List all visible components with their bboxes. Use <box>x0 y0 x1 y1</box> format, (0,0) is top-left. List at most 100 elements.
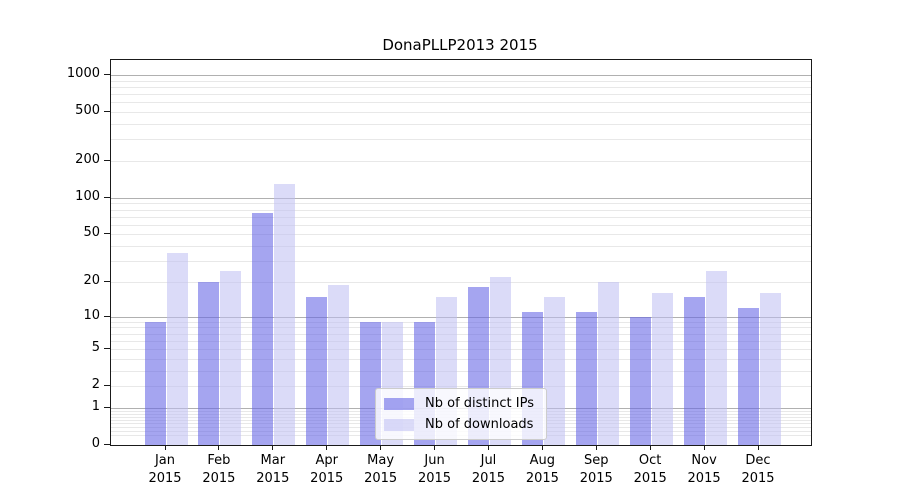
bar-downloads <box>274 183 296 445</box>
y-gridline-minor <box>111 209 811 211</box>
bar-distinct-ips <box>575 311 597 445</box>
x-tick-month: Nov <box>691 453 717 468</box>
y-gridline-major <box>111 316 811 318</box>
x-tick-mark <box>595 445 597 450</box>
bar-distinct-ips <box>198 281 220 445</box>
x-tick-mark <box>703 445 705 450</box>
bar-distinct-ips <box>252 213 274 445</box>
y-tick-label: 200 <box>75 151 100 167</box>
y-tick-mark <box>104 444 110 445</box>
y-tick-mark <box>104 233 110 235</box>
x-tick-label: Nov 2015 <box>672 452 736 488</box>
y-gridline-minor <box>111 86 811 88</box>
y-gridline-minor <box>111 333 811 335</box>
x-tick-year: 2015 <box>687 471 721 486</box>
y-tick-mark <box>104 159 110 161</box>
y-gridline-minor <box>111 224 811 226</box>
x-tick-label: Mar 2015 <box>241 452 305 488</box>
x-tick-label: Jun 2015 <box>403 452 467 488</box>
x-tick-month: Aug <box>529 453 556 468</box>
x-tick-month: Dec <box>745 453 771 468</box>
y-tick-label: 1 <box>91 398 100 414</box>
y-tick-mark <box>104 315 110 317</box>
x-tick-mark <box>326 445 328 450</box>
y-tick-label: 0 <box>91 436 100 451</box>
y-gridline-minor <box>111 80 811 82</box>
plot-area: Nb of distinct IPs Nb of downloads <box>110 59 812 446</box>
y-tick-mark <box>104 406 110 408</box>
y-tick-label: 50 <box>83 225 100 241</box>
y-gridline-minor <box>111 321 811 323</box>
x-tick-mark <box>164 445 166 450</box>
y-gridline-minor <box>111 160 811 162</box>
bar-distinct-ips <box>629 316 651 445</box>
bar-downloads <box>759 293 781 445</box>
legend-label: Nb of downloads <box>425 417 534 432</box>
x-tick-year: 2015 <box>471 471 505 486</box>
y-gridline-minor <box>111 281 811 283</box>
x-tick-year: 2015 <box>148 471 182 486</box>
y-gridline-minor <box>111 234 811 236</box>
x-tick-month: Jul <box>480 453 497 468</box>
y-gridline-minor <box>111 261 811 263</box>
x-tick-year: 2015 <box>256 471 290 486</box>
y-gridline-minor <box>111 386 811 388</box>
x-tick-year: 2015 <box>525 471 559 486</box>
chart-title: DonaPLLP2013 2015 <box>382 36 538 54</box>
x-tick-label: Feb 2015 <box>187 452 251 488</box>
y-gridline-minor <box>111 358 811 360</box>
y-tick-mark <box>104 348 110 350</box>
x-tick-mark <box>272 445 274 450</box>
bar-distinct-ips <box>144 321 166 445</box>
x-tick-mark <box>541 445 543 450</box>
y-gridline-minor <box>111 102 811 104</box>
y-tick-label: 10 <box>83 307 100 323</box>
x-tick-year: 2015 <box>364 471 398 486</box>
x-tick-label: Apr 2015 <box>295 452 359 488</box>
legend: Nb of distinct IPs Nb of downloads <box>375 388 547 440</box>
y-gridline-minor <box>111 349 811 351</box>
bar-downloads <box>166 253 188 445</box>
y-gridline-minor <box>111 370 811 372</box>
y-gridline-major <box>111 75 811 76</box>
bar-distinct-ips <box>306 296 328 445</box>
x-tick-year: 2015 <box>310 471 344 486</box>
x-tick-month: Jun <box>424 453 445 468</box>
legend-item: Nb of distinct IPs <box>384 396 534 411</box>
y-tick-mark <box>104 196 110 198</box>
x-tick-label: Jul 2015 <box>456 452 520 488</box>
x-tick-mark <box>757 445 759 450</box>
x-tick-month: Jan <box>154 453 176 468</box>
y-tick-mark <box>104 111 110 113</box>
x-tick-label: Dec 2015 <box>726 452 790 488</box>
y-gridline-major <box>111 197 811 199</box>
x-tick-month: Oct <box>638 453 662 468</box>
y-gridline-minor <box>111 327 811 329</box>
x-tick-year: 2015 <box>633 471 667 486</box>
bar-downloads <box>651 293 673 445</box>
legend-swatch-distinct-ips <box>384 397 415 410</box>
bar-downloads <box>328 284 350 445</box>
y-tick-label: 2 <box>91 377 100 393</box>
x-tick-mark <box>434 445 436 450</box>
x-tick-month: Mar <box>260 453 286 468</box>
x-tick-month: Feb <box>207 453 231 468</box>
y-gridline-minor <box>111 94 811 96</box>
x-tick-label: Jan 2015 <box>133 452 197 488</box>
x-tick-label: Aug 2015 <box>510 452 574 488</box>
x-tick-label: May 2015 <box>349 452 413 488</box>
bar-downloads <box>597 281 619 445</box>
x-tick-year: 2015 <box>579 471 613 486</box>
legend-item: Nb of downloads <box>384 417 534 432</box>
x-tick-mark <box>649 445 651 450</box>
x-tick-mark <box>380 445 382 450</box>
x-tick-year: 2015 <box>417 471 452 486</box>
legend-label: Nb of distinct IPs <box>425 396 534 411</box>
bar-distinct-ips <box>737 307 759 445</box>
y-tick-label: 20 <box>83 272 100 288</box>
y-tick-mark <box>104 280 110 282</box>
y-gridline-minor <box>111 340 811 342</box>
y-tick-mark <box>104 385 110 387</box>
bar-distinct-ips <box>683 296 705 445</box>
